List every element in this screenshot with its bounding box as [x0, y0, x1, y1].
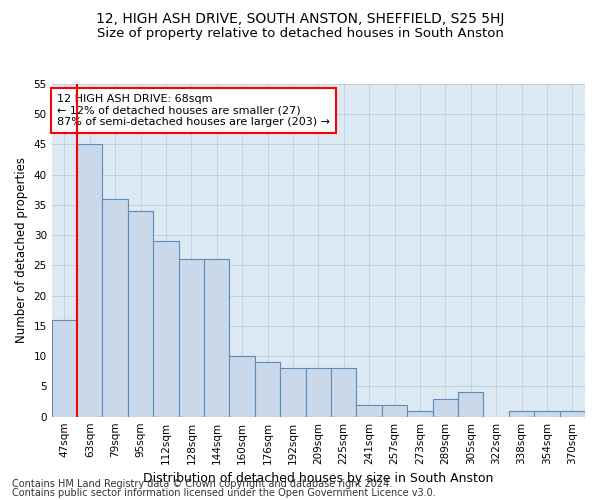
- Bar: [204, 260, 229, 416]
- Bar: [433, 398, 458, 416]
- Bar: [179, 260, 204, 416]
- Text: Size of property relative to detached houses in South Anston: Size of property relative to detached ho…: [97, 28, 503, 40]
- Bar: [280, 368, 305, 416]
- Bar: [103, 199, 128, 416]
- Text: Contains HM Land Registry data © Crown copyright and database right 2024.: Contains HM Land Registry data © Crown c…: [12, 479, 392, 489]
- Bar: [509, 410, 534, 416]
- Text: Contains public sector information licensed under the Open Government Licence v3: Contains public sector information licen…: [12, 488, 436, 498]
- Bar: [229, 356, 255, 416]
- Bar: [52, 320, 77, 416]
- Bar: [382, 404, 407, 416]
- Bar: [331, 368, 356, 416]
- Bar: [255, 362, 280, 416]
- X-axis label: Distribution of detached houses by size in South Anston: Distribution of detached houses by size …: [143, 472, 494, 485]
- Text: 12 HIGH ASH DRIVE: 68sqm
← 12% of detached houses are smaller (27)
87% of semi-d: 12 HIGH ASH DRIVE: 68sqm ← 12% of detach…: [57, 94, 330, 127]
- Bar: [153, 242, 179, 416]
- Bar: [534, 410, 560, 416]
- Text: 12, HIGH ASH DRIVE, SOUTH ANSTON, SHEFFIELD, S25 5HJ: 12, HIGH ASH DRIVE, SOUTH ANSTON, SHEFFI…: [96, 12, 504, 26]
- Bar: [560, 410, 585, 416]
- Bar: [458, 392, 484, 416]
- Bar: [305, 368, 331, 416]
- Bar: [356, 404, 382, 416]
- Bar: [77, 144, 103, 416]
- Y-axis label: Number of detached properties: Number of detached properties: [15, 158, 28, 344]
- Bar: [407, 410, 433, 416]
- Bar: [128, 211, 153, 416]
